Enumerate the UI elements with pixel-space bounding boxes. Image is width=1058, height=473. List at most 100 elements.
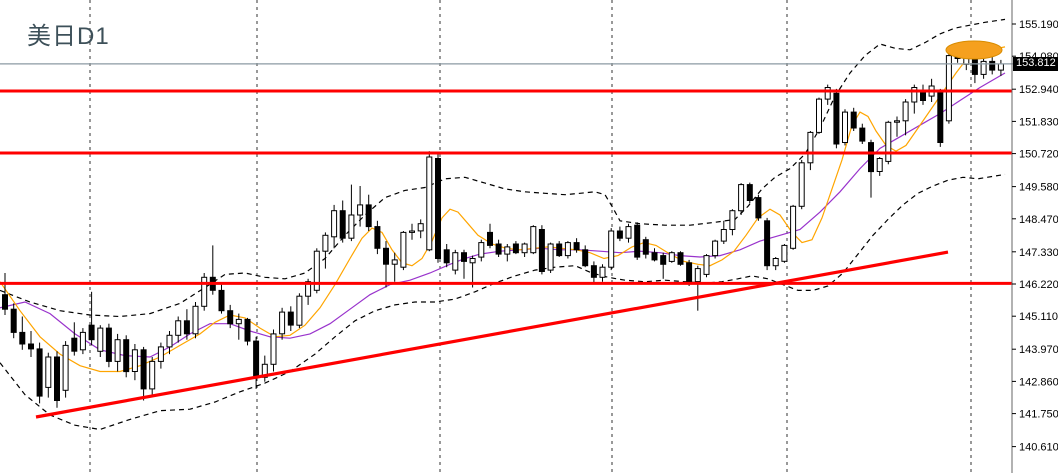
bear-candle-body [859, 127, 866, 142]
bull-candle-body [452, 252, 459, 271]
bear-candle-body [461, 252, 467, 262]
bull-candle-body [781, 244, 788, 262]
bull-candle-body [720, 229, 727, 242]
bear-candle-body [10, 308, 17, 333]
price-axis-label: 147.330 [1019, 247, 1058, 259]
bear-candle-body [383, 247, 389, 265]
bull-candle-body [97, 327, 104, 352]
bear-candle-body [616, 230, 623, 239]
bull-candle-body [790, 205, 797, 249]
candles-layer [2, 44, 1004, 408]
bull-candle-body [357, 204, 364, 216]
bull-candle-body [400, 231, 407, 268]
bull-candle-body [911, 87, 918, 103]
bear-candle-body [227, 310, 234, 325]
bull-candle-body [79, 331, 86, 351]
bull-candle-body [876, 158, 883, 172]
bull-candle-body [599, 266, 606, 278]
bull-candle-body [608, 230, 615, 268]
bear-candle-body [746, 184, 753, 202]
bear-candle-body [573, 242, 580, 251]
bull-candle-body [131, 349, 138, 372]
bear-candle-body [71, 337, 78, 352]
bear-candle-body [686, 262, 693, 284]
bull-candle-body [279, 311, 286, 335]
bear-candle-body [487, 231, 493, 246]
bear-candle-body [218, 289, 225, 312]
bull-candle-body [417, 223, 424, 232]
bear-candle-body [651, 252, 658, 261]
bull-candle-body [894, 120, 900, 123]
bull-candle-body [712, 240, 719, 257]
bear-candle-body [19, 331, 26, 345]
bear-candle-body [590, 265, 597, 278]
bear-candle-body [28, 343, 34, 350]
price-axis-label: 150.720 [1019, 149, 1058, 161]
bear-candle-body [764, 220, 771, 267]
bear-candle-body [495, 243, 502, 255]
price-axis-label: 140.610 [1019, 442, 1058, 454]
bull-candle-body [261, 363, 268, 378]
bear-candle-body [2, 294, 8, 310]
bear-candle-body [244, 318, 251, 342]
bear-candle-body [868, 142, 874, 173]
bear-candle-body [105, 327, 112, 362]
price-axis-label: 149.580 [1019, 182, 1058, 194]
bull-candle-body [305, 281, 312, 297]
bull-candle-body [175, 320, 182, 336]
bull-candle-body [945, 55, 952, 122]
bear-candle-body [36, 348, 43, 397]
bull-candle-body [772, 258, 779, 267]
bear-candle-body [556, 243, 563, 257]
bull-candle-body [824, 87, 831, 100]
price-axis-label: 146.220 [1019, 279, 1058, 291]
ascending-trendline[interactable] [35, 250, 949, 419]
bull-candle-body [62, 344, 69, 391]
bull-candle-body [807, 131, 814, 164]
bull-candle-body [270, 333, 277, 365]
bear-candle-body [582, 249, 589, 267]
bull-candle-body [45, 356, 52, 388]
bull-candle-body [296, 295, 303, 326]
price-axis-label: 145.110 [1019, 311, 1058, 323]
bear-candle-body [660, 255, 667, 265]
bear-candle-body [183, 320, 190, 335]
bull-candle-body [409, 230, 415, 233]
price-axis-label: 152.940 [1019, 84, 1058, 96]
bollinger-lower-band [0, 173, 1006, 431]
bull-candle-body [885, 121, 892, 162]
bull-candle-body [902, 101, 909, 122]
bull-candle-body [478, 242, 485, 258]
bull-candle-body [149, 360, 156, 390]
bear-candle-body [937, 91, 944, 144]
bear-candle-body [443, 249, 450, 264]
bear-candle-body [287, 311, 294, 326]
bear-candle-body [677, 252, 684, 265]
bull-candle-body [348, 214, 355, 239]
bull-candle-body [694, 268, 701, 283]
bull-candle-body [391, 259, 398, 265]
bull-candle-body [114, 339, 121, 362]
price-axis-label: 155.190 [1019, 19, 1058, 31]
bull-candle-body [157, 346, 164, 362]
price-axis-label: 142.860 [1019, 376, 1058, 388]
bear-candle-body [538, 229, 545, 272]
bull-candle-body [322, 234, 329, 252]
bull-candle-body [547, 243, 554, 271]
bull-candle-body [426, 156, 433, 251]
bear-candle-body [253, 340, 260, 378]
bull-candle-body [668, 252, 675, 262]
bear-candle-body [365, 204, 372, 228]
bull-candle-body [816, 98, 822, 133]
bear-candle-body [54, 356, 60, 401]
price-axis-label: 141.750 [1019, 409, 1058, 421]
chart-title: 美日D1 [27, 23, 110, 50]
highlight-ellipse[interactable] [945, 40, 1003, 60]
bull-candle-body [530, 226, 537, 254]
bear-candle-body [634, 224, 641, 258]
bull-candle-body [729, 210, 736, 230]
bear-candle-body [755, 197, 762, 219]
bull-candle-body [842, 111, 848, 143]
